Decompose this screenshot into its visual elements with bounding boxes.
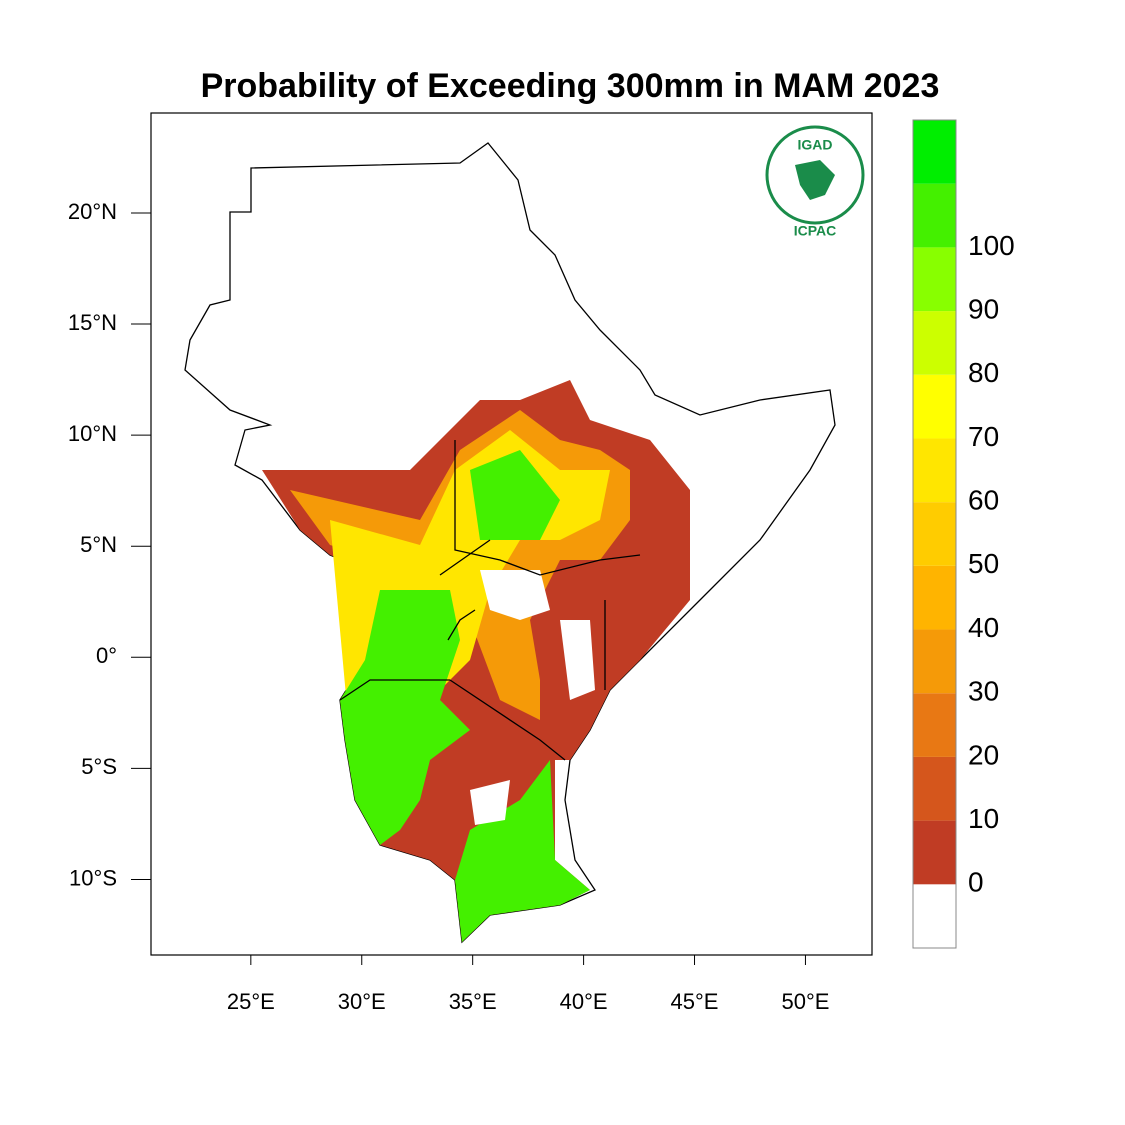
colorbar-box [913, 183, 956, 248]
y-tick-label: 5°N [80, 532, 117, 557]
title: Probability of Exceeding 300mm in MAM 20… [201, 67, 940, 105]
x-tick-label: 40°E [560, 989, 608, 1014]
colorbar-box [913, 120, 956, 184]
colorbar-box [913, 629, 956, 694]
colorbar-label: 100 [968, 230, 1015, 261]
y-tick-label: 10°N [68, 421, 117, 446]
colorbar: 0 10 20 30 40 50 60 70 80 90 100 [912, 119, 1015, 949]
x-tick-label: 35°E [449, 989, 497, 1014]
y-tick-label: 15°N [68, 310, 117, 335]
prob-region [340, 590, 470, 845]
y-tick-label: 0° [96, 643, 117, 668]
map [184, 142, 836, 944]
colorbar-label: 30 [968, 676, 999, 707]
x-tick-label: 45°E [671, 989, 719, 1014]
colorbar-box [913, 374, 956, 439]
colorbar-label: 80 [968, 357, 999, 388]
colorbar-label: 20 [968, 739, 999, 770]
y-tick-label: 5°S [81, 754, 117, 779]
logo-map [795, 160, 835, 200]
colorbar-label: 90 [968, 293, 999, 324]
colorbar-box [913, 438, 956, 503]
colorbar-box [913, 247, 956, 312]
border [339, 440, 641, 761]
axes: 25°E 30°E 35°E 40°E 45°E 50°E 20°N 15°N 10°N 5°N 0… [68, 199, 830, 1014]
colorbar-box [913, 311, 956, 375]
logo-name: IGAD [798, 137, 833, 153]
prob-region [455, 760, 590, 942]
colorbar-label: 70 [968, 421, 999, 452]
colorbar-box [913, 502, 956, 566]
prob-region [470, 450, 560, 540]
colorbar-label: 0 [968, 867, 984, 898]
colorbar-box [913, 693, 956, 757]
x-tick-label: 30°E [338, 989, 386, 1014]
colorbar-box [913, 565, 956, 630]
x-tick-label: 50°E [781, 989, 829, 1014]
colorbar-label: 40 [968, 612, 999, 643]
colorbar-box [913, 884, 956, 948]
colorbar-box [913, 756, 956, 821]
x-tick-label: 25°E [227, 989, 275, 1014]
colorbar-label: 50 [968, 548, 999, 579]
logo: IGAD ICPAC [765, 125, 865, 239]
colorbar-frame [912, 119, 957, 949]
y-tick-label: 20°N [68, 199, 117, 224]
colorbar-label: 10 [968, 803, 999, 834]
no-prob-region [470, 570, 595, 825]
logo-org: ICPAC [794, 223, 837, 239]
colorbar-label: 60 [968, 485, 999, 516]
map-frame [150, 112, 873, 956]
y-tick-label: 10°S [69, 865, 117, 890]
colorbar-box [913, 820, 956, 885]
